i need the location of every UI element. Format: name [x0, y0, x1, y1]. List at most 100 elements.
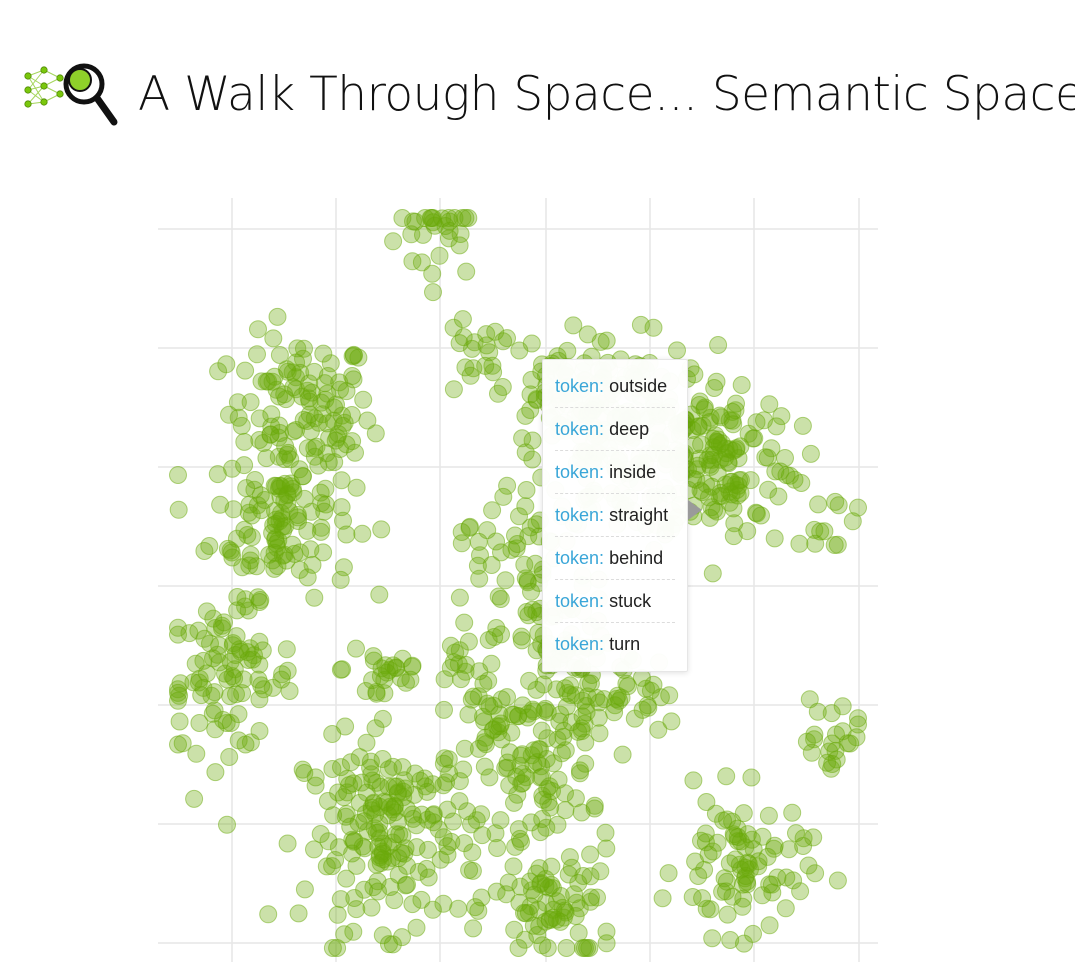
scatter-point[interactable]	[453, 209, 472, 227]
scatter-point[interactable]	[513, 696, 532, 715]
scatter-point[interactable]	[498, 476, 517, 495]
scatter-point[interactable]	[538, 939, 557, 957]
scatter-point[interactable]	[393, 649, 412, 668]
scatter-point[interactable]	[483, 356, 502, 375]
scatter-point[interactable]	[441, 658, 460, 677]
scatter-point[interactable]	[271, 424, 289, 442]
scatter-point[interactable]	[450, 334, 469, 353]
scatter-point[interactable]	[703, 564, 722, 583]
scatter-point[interactable]	[190, 714, 209, 732]
scatter-point[interactable]	[596, 823, 615, 842]
scatter-point[interactable]	[703, 929, 722, 948]
scatter-point[interactable]	[248, 496, 267, 515]
scatter-point[interactable]	[208, 465, 227, 484]
scatter-point[interactable]	[466, 898, 485, 917]
scatter-point[interactable]	[444, 653, 463, 672]
scatter-point[interactable]	[185, 789, 204, 808]
scatter-point[interactable]	[368, 872, 387, 891]
scatter-point[interactable]	[235, 432, 254, 451]
scatter-point[interactable]	[383, 848, 402, 867]
scatter-point[interactable]	[341, 753, 360, 772]
scatter-point[interactable]	[833, 697, 852, 716]
scatter-point[interactable]	[462, 815, 480, 834]
scatter-point[interactable]	[577, 703, 596, 722]
scatter-point[interactable]	[557, 939, 576, 957]
scatter-point[interactable]	[668, 341, 686, 360]
scatter-point[interactable]	[384, 232, 403, 251]
scatter-point[interactable]	[332, 471, 351, 490]
scatter-point[interactable]	[512, 627, 531, 646]
scatter-point[interactable]	[747, 504, 766, 523]
scatter-point[interactable]	[532, 721, 551, 740]
scatter-point[interactable]	[822, 759, 841, 778]
scatter-point[interactable]	[745, 429, 764, 448]
scatter-point[interactable]	[378, 663, 396, 682]
scatter-point[interactable]	[777, 868, 796, 887]
scatter-point[interactable]	[227, 529, 246, 548]
scatter-point[interactable]	[512, 774, 531, 793]
scatter-point[interactable]	[711, 450, 730, 469]
scatter-point[interactable]	[566, 907, 585, 925]
scatter-point[interactable]	[637, 679, 655, 698]
scatter-point[interactable]	[524, 702, 543, 721]
scatter-point[interactable]	[403, 895, 422, 914]
scatter-point[interactable]	[323, 939, 342, 957]
scatter-point[interactable]	[396, 876, 415, 895]
scatter-point[interactable]	[419, 840, 437, 859]
scatter-point[interactable]	[708, 464, 727, 483]
scatter-point[interactable]	[455, 613, 474, 632]
scatter-point[interactable]	[364, 651, 383, 670]
scatter-point[interactable]	[317, 857, 336, 876]
scatter-point[interactable]	[337, 525, 356, 544]
scatter-point[interactable]	[649, 720, 668, 739]
scatter-point[interactable]	[533, 936, 552, 955]
scatter-point[interactable]	[218, 539, 237, 558]
scatter-point[interactable]	[717, 872, 736, 891]
scatter-point[interactable]	[828, 871, 847, 890]
scatter-point[interactable]	[659, 864, 678, 883]
scatter-point[interactable]	[366, 719, 385, 738]
scatter-point[interactable]	[805, 730, 824, 749]
scatter-point[interactable]	[206, 720, 225, 739]
scatter-point[interactable]	[718, 905, 737, 924]
scatter-point[interactable]	[692, 831, 710, 850]
scatter-point[interactable]	[492, 625, 510, 644]
scatter-point[interactable]	[263, 372, 282, 391]
scatter-point[interactable]	[314, 543, 333, 562]
scatter-point[interactable]	[510, 507, 528, 526]
scatter-point[interactable]	[849, 709, 867, 728]
scatter-point[interactable]	[220, 748, 239, 766]
scatter-point[interactable]	[266, 502, 284, 520]
scatter-point[interactable]	[759, 806, 778, 825]
scatter-point[interactable]	[460, 861, 479, 879]
scatter-point[interactable]	[438, 837, 457, 856]
scatter-point[interactable]	[223, 459, 242, 478]
scatter-point[interactable]	[709, 430, 728, 449]
scatter-point[interactable]	[790, 534, 809, 553]
scatter-point[interactable]	[362, 898, 381, 917]
scatter-point[interactable]	[475, 757, 494, 776]
scatter-point[interactable]	[733, 897, 752, 916]
scatter-point[interactable]	[403, 656, 422, 675]
scatter-point[interactable]	[343, 367, 362, 385]
scatter-point[interactable]	[464, 687, 483, 706]
scatter-point[interactable]	[389, 865, 408, 884]
scatter-point[interactable]	[305, 588, 324, 607]
scatter-point[interactable]	[407, 918, 426, 937]
scatter-point[interactable]	[638, 696, 657, 715]
scatter-point[interactable]	[291, 543, 310, 562]
scatter-point[interactable]	[241, 545, 260, 564]
scatter-point[interactable]	[785, 470, 804, 489]
scatter-point[interactable]	[298, 381, 317, 400]
scatter-point[interactable]	[430, 246, 449, 265]
scatter-point[interactable]	[239, 503, 258, 522]
scatter-point[interactable]	[383, 935, 402, 954]
scatter-point[interactable]	[311, 483, 330, 502]
scatter-point[interactable]	[189, 673, 208, 692]
scatter-point[interactable]	[250, 722, 269, 740]
scatter-point[interactable]	[806, 534, 825, 553]
scatter-point[interactable]	[724, 527, 743, 546]
scatter-point[interactable]	[521, 401, 540, 419]
scatter-point[interactable]	[367, 684, 386, 703]
scatter-point[interactable]	[367, 823, 386, 842]
